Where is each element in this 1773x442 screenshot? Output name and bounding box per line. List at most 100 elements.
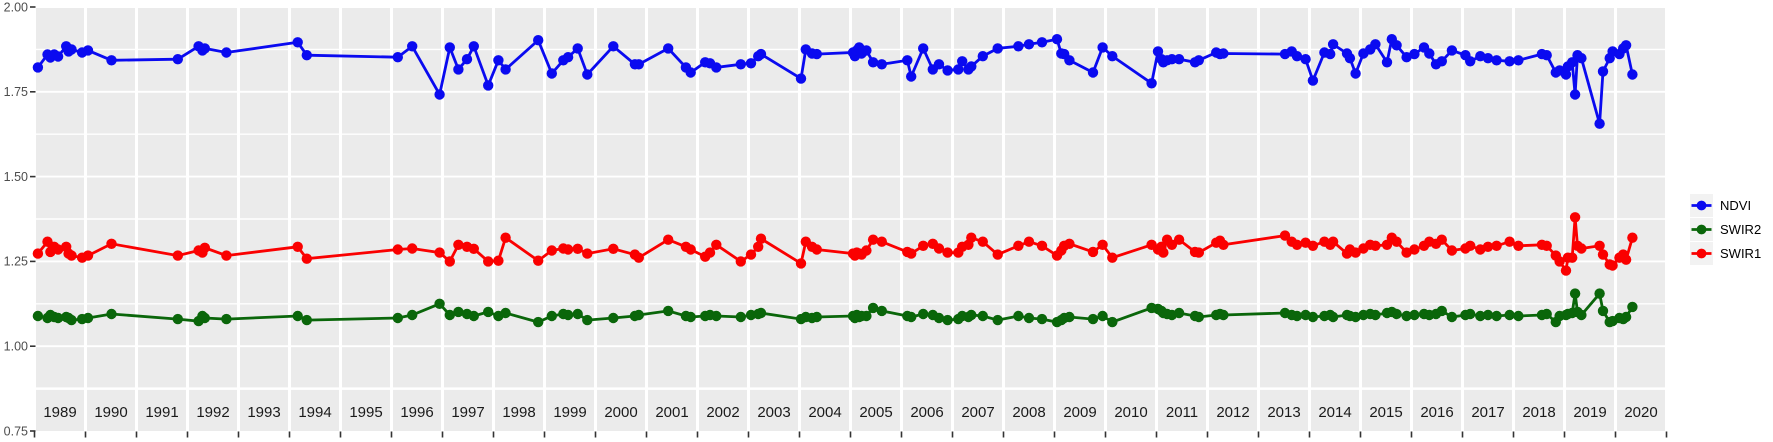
data-point-SWIR2 xyxy=(1569,288,1581,299)
data-point-SWIR2 xyxy=(1064,311,1075,323)
data-point-SWIR2 xyxy=(755,307,767,319)
data-point-NDVI xyxy=(755,48,767,60)
data-point-SWIR1 xyxy=(1409,244,1420,255)
data-point-SWIR1 xyxy=(533,255,544,266)
data-point-NDVI xyxy=(1370,39,1381,50)
data-point-SWIR2 xyxy=(942,314,953,326)
data-point-SWIR2 xyxy=(1307,311,1319,323)
data-point-SWIR2 xyxy=(392,312,403,324)
strip-1997 xyxy=(444,389,492,431)
data-point-SWIR1 xyxy=(1597,249,1609,260)
data-point-SWIR2 xyxy=(1370,309,1381,321)
strip-label-1990: 1990 xyxy=(94,404,127,421)
data-point-NDVI xyxy=(992,43,1003,54)
strip-2019 xyxy=(1566,389,1614,431)
data-point-SWIR2 xyxy=(966,309,977,321)
legend-key-dot xyxy=(1696,224,1707,235)
data-point-NDVI xyxy=(533,35,544,46)
data-point-SWIR1 xyxy=(876,236,887,247)
data-point-SWIR2 xyxy=(867,302,879,314)
data-point-NDVI xyxy=(1436,56,1448,67)
data-point-SWIR2 xyxy=(1541,308,1552,320)
data-point-NDVI xyxy=(867,57,879,68)
data-point-NDVI xyxy=(1576,53,1587,64)
data-point-SWIR1 xyxy=(685,244,696,255)
data-point-NDVI xyxy=(1446,45,1458,56)
data-point-SWIR1 xyxy=(444,256,455,267)
data-point-SWIR1 xyxy=(753,241,764,252)
data-point-SWIR2 xyxy=(292,310,303,322)
strip-2010 xyxy=(1107,389,1155,431)
data-point-NDVI xyxy=(444,42,455,53)
data-point-NDVI xyxy=(1166,54,1178,65)
data-point-NDVI xyxy=(301,50,312,61)
strip-label-2003: 2003 xyxy=(757,404,790,421)
data-point-NDVI xyxy=(82,45,94,56)
data-point-NDVI xyxy=(434,89,445,100)
panel-2000 xyxy=(597,8,645,388)
legend-item-SWIR2: SWIR2 xyxy=(1690,218,1761,241)
data-point-NDVI xyxy=(172,54,183,65)
data-point-SWIR2 xyxy=(1391,308,1402,320)
data-point-SWIR1 xyxy=(1193,247,1205,258)
data-point-SWIR1 xyxy=(942,247,953,258)
data-point-SWIR2 xyxy=(1097,310,1108,322)
panel-1994 xyxy=(291,8,339,388)
strip-label-2017: 2017 xyxy=(1471,404,1504,421)
strip-1992 xyxy=(189,389,237,431)
data-point-SWIR1 xyxy=(1097,239,1108,250)
strip-label-1989: 1989 xyxy=(43,404,76,421)
data-point-SWIR1 xyxy=(493,255,504,266)
data-point-NDVI xyxy=(1218,48,1229,59)
strip-1995 xyxy=(342,389,390,431)
data-point-NDVI xyxy=(933,59,945,70)
data-point-SWIR2 xyxy=(1446,311,1458,323)
data-point-NDVI xyxy=(608,41,619,52)
data-point-SWIR1 xyxy=(32,248,44,259)
data-point-SWIR1 xyxy=(1560,265,1572,276)
legend-item-NDVI: NDVI xyxy=(1690,194,1761,217)
data-point-SWIR2 xyxy=(52,312,64,324)
data-point-SWIR2 xyxy=(1327,311,1339,323)
legend-key-dot xyxy=(1696,248,1707,259)
data-point-SWIR2 xyxy=(1218,309,1229,321)
strip-label-2004: 2004 xyxy=(808,404,841,421)
data-point-SWIR1 xyxy=(1158,247,1169,258)
data-point-NDVI xyxy=(906,71,917,82)
data-point-SWIR1 xyxy=(1023,236,1035,247)
strip-label-2012: 2012 xyxy=(1216,404,1249,421)
panel-2016 xyxy=(1413,8,1461,388)
strip-label-1996: 1996 xyxy=(400,404,433,421)
panel-1996 xyxy=(393,8,441,388)
strip-label-2020: 2020 xyxy=(1624,404,1657,421)
legend-key-icon xyxy=(1690,194,1713,217)
data-point-NDVI xyxy=(483,80,494,91)
data-point-NDVI xyxy=(1482,53,1494,64)
data-point-SWIR2 xyxy=(1465,308,1476,320)
panel-1992 xyxy=(189,8,237,388)
data-point-NDVI xyxy=(1064,55,1075,66)
strip-2005 xyxy=(852,389,900,431)
strip-2008 xyxy=(1005,389,1053,431)
data-point-NDVI xyxy=(1344,53,1356,64)
data-point-NDVI xyxy=(1569,89,1581,100)
data-point-NDVI xyxy=(1051,34,1063,45)
data-point-SWIR1 xyxy=(1607,260,1618,271)
strip-2012 xyxy=(1209,389,1257,431)
data-point-SWIR2 xyxy=(918,308,929,320)
data-point-SWIR2 xyxy=(572,308,583,320)
strip-1999 xyxy=(546,389,594,431)
strip-2015 xyxy=(1362,389,1410,431)
data-point-SWIR2 xyxy=(32,310,44,322)
data-point-SWIR1 xyxy=(1482,241,1494,252)
data-point-NDVI xyxy=(942,65,953,76)
data-point-NDVI xyxy=(392,52,403,63)
legend-key-dot xyxy=(1696,200,1707,211)
data-point-NDVI xyxy=(1627,69,1638,80)
data-point-SWIR2 xyxy=(1173,307,1185,319)
data-point-SWIR2 xyxy=(876,305,887,317)
data-point-SWIR2 xyxy=(1087,313,1099,325)
data-point-SWIR2 xyxy=(221,313,232,325)
panel-2013 xyxy=(1260,8,1308,388)
